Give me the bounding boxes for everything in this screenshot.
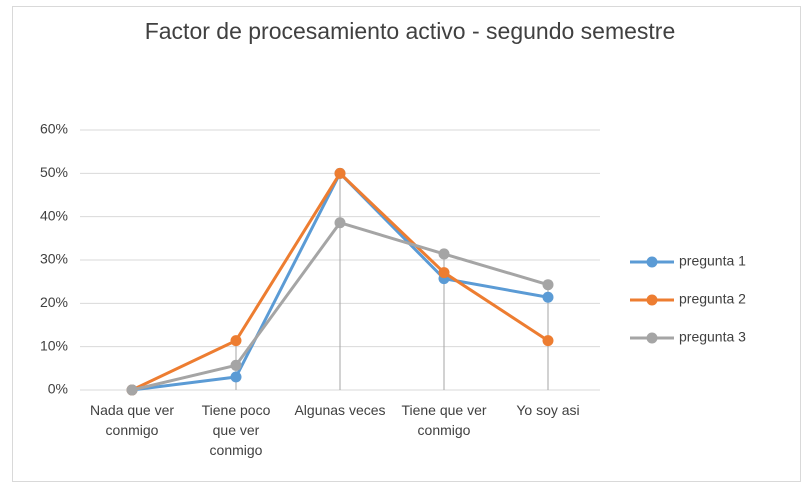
data-point (230, 359, 242, 371)
legend-marker (646, 294, 658, 306)
data-point (230, 335, 242, 347)
y-tick-label: 10% (40, 337, 68, 353)
legend-label: pregunta 1 (679, 253, 746, 269)
y-tick-label: 60% (40, 121, 68, 137)
data-point (334, 217, 346, 229)
data-point (438, 267, 450, 279)
y-tick-label: 30% (40, 251, 68, 267)
data-point (230, 371, 242, 383)
x-tick-box: Algunas veces (294, 402, 386, 418)
data-point (126, 384, 138, 396)
x-tick-box: Tiene poco que ver conmigo (201, 402, 271, 458)
x-tick-label: Tiene que ver conmigo (401, 402, 487, 438)
y-tick-label: 20% (40, 294, 68, 310)
x-tick-label: Algunas veces (294, 402, 386, 418)
data-point (438, 248, 450, 260)
y-tick-label: 50% (40, 164, 68, 180)
data-point (334, 167, 346, 179)
title-box: Factor de procesamiento activo - segundo… (144, 18, 676, 44)
x-tick-box: Yo soy asi (516, 402, 580, 418)
x-tick-label: Nada que ver conmigo (89, 402, 175, 438)
chart-title: Factor de procesamiento activo - segundo… (144, 18, 676, 44)
x-tick-label: Tiene poco que ver conmigo (201, 402, 271, 458)
data-point (542, 335, 554, 347)
legend-label: pregunta 2 (679, 291, 746, 307)
y-tick-label: 0% (48, 381, 68, 397)
x-tick-label: Yo soy asi (516, 402, 580, 418)
data-point (542, 279, 554, 291)
x-tick-box: Tiene que ver conmigo (401, 402, 487, 438)
legend-marker (646, 332, 658, 344)
y-tick-label: 40% (40, 207, 68, 223)
legend-label: pregunta 3 (679, 329, 746, 345)
x-tick-box: Nada que ver conmigo (89, 402, 175, 438)
legend-marker (646, 256, 658, 268)
data-point (542, 291, 554, 303)
